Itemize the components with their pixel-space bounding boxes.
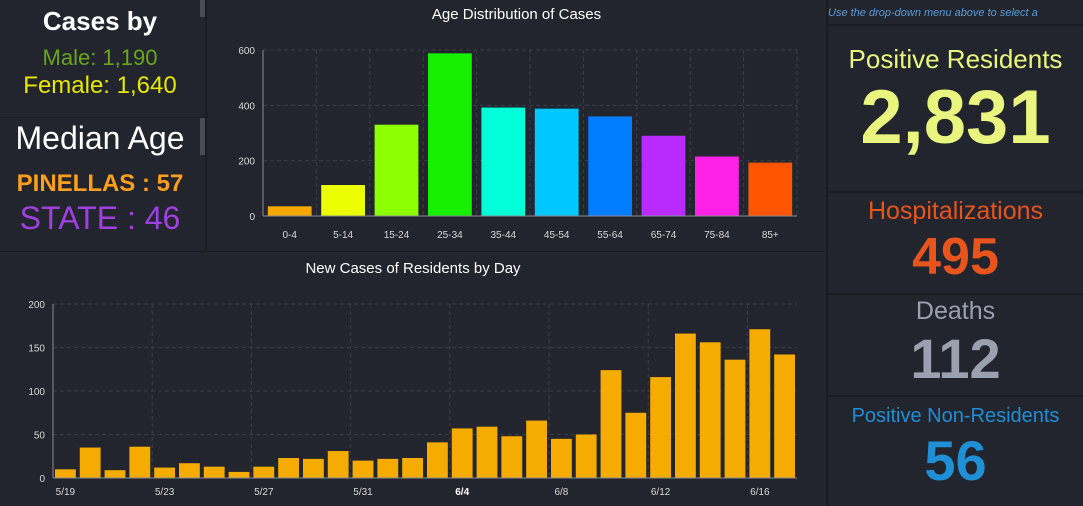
age-distribution-panel: Age Distribution of Cases 0 200 400 600 0-4 5… (207, 0, 826, 251)
bar-5/25 (203, 466, 225, 478)
y-tick-label: 600 (238, 46, 255, 57)
scrollbar[interactable] (200, 0, 205, 17)
bar-5/21 (104, 470, 126, 478)
daily-cases-chart: 0 50 100 150 200 5/19 5/23 5/27 5/31 6/4 6/8 6/12 6/… (28, 300, 797, 498)
x-tick-label: 5/27 (254, 487, 274, 498)
x-tick-label: 85+ (762, 230, 779, 241)
bar-55-64 (588, 116, 632, 216)
bar-85+ (748, 162, 793, 216)
age-distribution-chart: 0 200 400 600 0-4 5-14 15-24 25-34 35-44 45-54 55-… (238, 46, 798, 241)
bar-35-44 (481, 107, 526, 216)
bar-6/2 (402, 457, 424, 478)
positive-residents-card: Positive Residents 2,831 (828, 26, 1083, 191)
bar-5/31 (352, 460, 374, 478)
x-tick-label: 5/19 (56, 487, 76, 498)
bar-6/17 (774, 354, 796, 478)
bar-5/29 (302, 458, 324, 478)
bar-0-4 (267, 206, 312, 216)
deaths-label: Deaths (915, 297, 996, 325)
bar-6/16 (749, 329, 771, 478)
bar-6/5 (476, 426, 498, 478)
x-tick-label: 5/31 (353, 487, 373, 498)
bar-6/1 (377, 458, 399, 478)
x-tick-label: 65-74 (651, 230, 677, 241)
hospitalizations-card: Hospitalizations 495 (828, 193, 1083, 293)
bar-6/10 (600, 370, 622, 478)
y-tick-label: 0 (39, 474, 45, 485)
x-tick-label: 15-24 (384, 230, 410, 241)
x-tick-label: 45-54 (544, 230, 570, 241)
cases-by-title: Cases by (42, 6, 158, 36)
bar-5/30 (327, 451, 349, 478)
bar-6/13 (674, 333, 696, 478)
deaths-value: 112 (910, 327, 1001, 390)
scrollbar[interactable] (200, 118, 205, 155)
non-residents-value: 56 (924, 429, 987, 492)
bar-45-54 (534, 108, 579, 216)
hospitalizations-value: 495 (912, 228, 999, 286)
x-tick-label: 6/8 (554, 487, 568, 498)
hospitalizations-label: Hospitalizations (867, 197, 1044, 225)
x-tick-label: 6/4 (455, 487, 469, 498)
bar-6/8 (550, 438, 572, 478)
bar-6/12 (650, 377, 672, 478)
bar-5/24 (178, 463, 200, 478)
x-tick-label: 6/12 (651, 487, 671, 498)
deaths-card: Deaths 112 (828, 295, 1083, 395)
median-age-panel: Median Age PINELLAS : 57 STATE : 46 (0, 118, 205, 251)
female-count: Female: 1,640 (23, 72, 177, 99)
bar-75-84 (695, 156, 739, 216)
state-median-age: STATE : 46 (19, 200, 181, 236)
y-tick-label: 50 (34, 431, 46, 442)
x-tick-label: 5/23 (155, 487, 175, 498)
daily-cases-panel: New Cases of Residents by Day 0 50 100 150 2… (0, 252, 826, 506)
cases-by-sex-panel: Cases by Male: 1,190 Female: 1,640 (0, 0, 205, 117)
positive-residents-value: 2,831 (860, 75, 1051, 160)
y-tick-label: 200 (238, 157, 255, 168)
daily-chart-title: New Cases of Residents by Day (305, 260, 521, 277)
x-tick-label: 75-84 (704, 230, 730, 241)
bar-5/23 (154, 467, 176, 478)
non-residents-card: Positive Non-Residents 56 (828, 397, 1083, 506)
bar-15-24 (374, 124, 419, 216)
bar-6/9 (575, 434, 597, 478)
x-tick-label: 25-34 (437, 230, 463, 241)
bar-6/4 (451, 428, 473, 478)
pinellas-median-age: PINELLAS : 57 (16, 170, 184, 197)
x-tick-label: 35-44 (491, 230, 517, 241)
bar-6/11 (625, 412, 647, 478)
bar-5/20 (79, 447, 101, 478)
bar-6/15 (724, 359, 746, 478)
bar-6/7 (526, 420, 548, 478)
y-tick-label: 150 (28, 344, 45, 355)
bar-6/3 (426, 442, 448, 478)
non-residents-label: Positive Non-Residents (851, 405, 1060, 427)
y-tick-label: 0 (249, 212, 255, 223)
bar-65-74 (641, 135, 686, 216)
dropdown-hint: Use the drop-down menu above to select a (828, 0, 1083, 24)
stats-column: Use the drop-down menu above to select a… (828, 0, 1083, 506)
bar-5-14 (321, 185, 365, 216)
bar-6/14 (699, 342, 721, 478)
y-tick-label: 200 (28, 300, 45, 311)
x-tick-label: 0-4 (282, 230, 297, 241)
positive-residents-label: Positive Residents (848, 44, 1063, 74)
y-tick-label: 100 (28, 387, 45, 398)
age-chart-title: Age Distribution of Cases (431, 6, 602, 23)
median-age-title: Median Age (15, 120, 185, 156)
bar-5/27 (253, 466, 275, 478)
x-tick-label: 6/16 (750, 487, 770, 498)
bar-5/22 (129, 446, 151, 478)
bar-25-34 (428, 53, 472, 216)
bar-6/6 (501, 436, 523, 478)
bar-5/28 (278, 457, 300, 478)
x-tick-label: 5-14 (333, 230, 353, 241)
bar-5/19 (54, 469, 76, 478)
bar-5/26 (228, 471, 250, 478)
male-count: Male: 1,190 (42, 45, 158, 70)
x-tick-label: 55-64 (597, 230, 623, 241)
y-tick-label: 400 (238, 101, 255, 112)
